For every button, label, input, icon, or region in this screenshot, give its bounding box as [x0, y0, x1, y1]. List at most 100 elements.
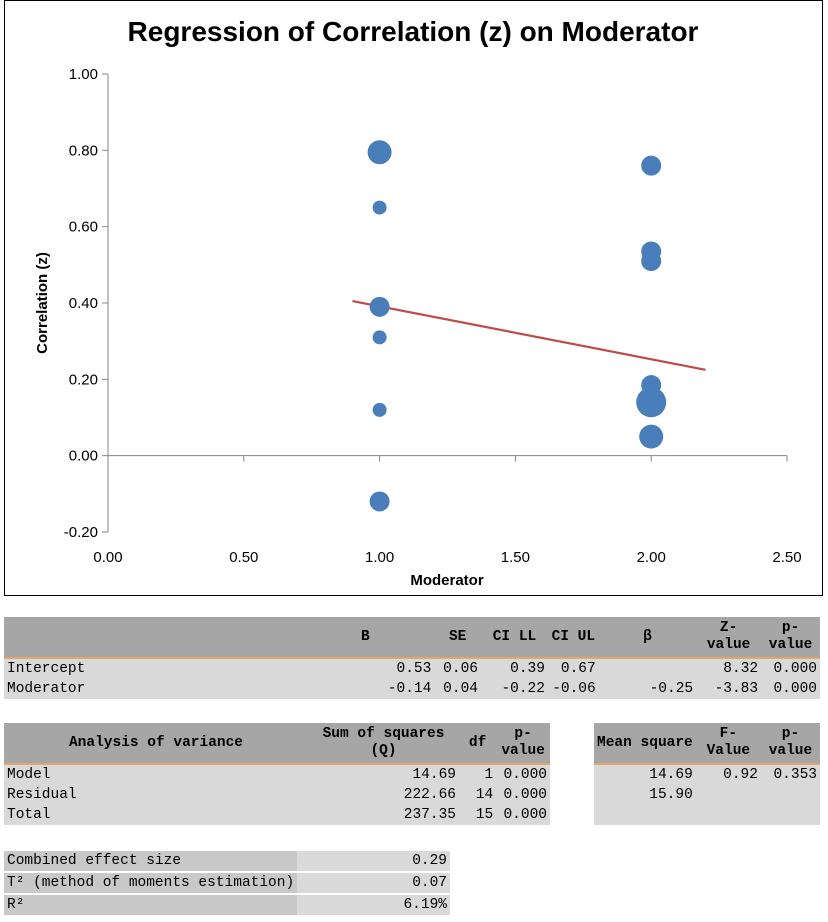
anova-f-header-row: Mean square F-Value p-value	[594, 723, 820, 764]
regression-table: B SE CI LL CI UL β Z-value p-value Inter…	[4, 617, 820, 699]
anova-f-cell	[695, 785, 761, 805]
regression-header-z-value: Z-value	[696, 617, 762, 658]
regression-cell: -0.22	[480, 679, 548, 699]
anova-header-df: df	[458, 723, 497, 764]
y-axis-label: Correlation (z)	[34, 252, 51, 354]
regression-row-label: Intercept	[4, 657, 297, 679]
table-row: Combined effect size 0.29	[4, 851, 450, 871]
anova-cell: 14	[458, 785, 497, 805]
y-tick-label: 0.80	[69, 142, 98, 159]
anova-f-cell: 14.69	[594, 763, 696, 785]
x-tick-label: 0.00	[93, 549, 122, 566]
regression-cell: -0.06	[547, 679, 599, 699]
anova-header-row: Analysis of variance Sum of squares (Q) …	[4, 723, 550, 764]
anova-f-header-ms: Mean square	[594, 723, 696, 764]
data-point	[372, 200, 387, 215]
anova-f-cell: 15.90	[594, 785, 696, 805]
regression-cell: -0.14	[296, 679, 435, 699]
anova-header-title: Analysis of variance	[4, 723, 309, 764]
anova-f-cell	[695, 805, 761, 825]
table-row: Total 237.35 15 0.000	[4, 805, 550, 825]
regression-header-ci-ul: CI UL	[547, 617, 599, 658]
regression-header-blank	[4, 617, 297, 658]
regression-header-p-value: p-value	[761, 617, 820, 658]
y-tick-label: 0.40	[69, 295, 98, 312]
y-tick-label: -0.20	[64, 524, 98, 541]
y-tick-label: 0.60	[69, 219, 98, 236]
data-point	[367, 140, 392, 165]
regression-cell: 0.000	[761, 657, 820, 679]
anova-f-cell	[760, 805, 820, 825]
data-point	[636, 387, 667, 418]
regression-cell: 0.06	[434, 657, 481, 679]
anova-f-table: Mean square F-Value p-value 14.69 0.92 0…	[594, 723, 820, 825]
x-tick-label: 1.50	[501, 549, 530, 566]
summary-value: 0.29	[297, 851, 450, 871]
table-row: T² (method of moments estimation) 0.07	[4, 873, 450, 893]
anova-header-ss: Sum of squares (Q)	[308, 723, 459, 764]
regression-cell: 0.67	[547, 657, 599, 679]
regression-cell: 8.32	[696, 657, 762, 679]
regression-header-b: B	[296, 617, 435, 658]
anova-row-label: Model	[4, 763, 309, 785]
table-row	[594, 805, 820, 825]
anova-cell: 0.000	[496, 763, 550, 785]
summary-label: R²	[4, 895, 298, 915]
summary-label: Combined effect size	[4, 851, 298, 871]
summary-value: 0.07	[297, 873, 450, 893]
regression-cell: -3.83	[696, 679, 762, 699]
y-tick-label: 0.20	[69, 371, 98, 388]
data-point	[639, 424, 664, 449]
regression-cell: 0.53	[296, 657, 435, 679]
data-point	[372, 402, 387, 417]
regression-header-row: B SE CI LL CI UL β Z-value p-value	[4, 617, 820, 658]
regression-cell: -0.25	[598, 679, 697, 699]
table-row: Moderator -0.14 0.04 -0.22 -0.06 -0.25 -…	[4, 679, 820, 699]
anova-header-p: p-value	[496, 723, 550, 764]
regression-row-label: Moderator	[4, 679, 297, 699]
anova-table: Analysis of variance Sum of squares (Q) …	[4, 723, 550, 825]
regression-header-beta: β	[598, 617, 697, 658]
anova-f-cell	[594, 805, 696, 825]
regression-cell: 0.000	[761, 679, 820, 699]
anova-cell: 0.000	[496, 805, 550, 825]
anova-f-cell: 0.353	[760, 763, 820, 785]
anova-row-label: Residual	[4, 785, 309, 805]
anova-cell: 1	[458, 763, 497, 785]
x-tick-label: 2.00	[637, 549, 666, 566]
table-row: Residual 222.66 14 0.000	[4, 785, 550, 805]
anova-cell: 14.69	[308, 763, 459, 785]
chart-title: Regression of Correlation (z) on Moderat…	[128, 16, 699, 47]
summary-label: T² (method of moments estimation)	[4, 873, 298, 893]
x-tick-label: 0.50	[229, 549, 258, 566]
scatter-chart: Regression of Correlation (z) on Moderat…	[34, 16, 802, 589]
regression-header-ci-ll: CI LL	[480, 617, 548, 658]
table-row: 14.69 0.92 0.353	[594, 763, 820, 785]
anova-f-header-f: F-Value	[695, 723, 761, 764]
table-row: Intercept 0.53 0.06 0.39 0.67 8.32 0.000	[4, 657, 820, 679]
summary-value: 6.19%	[297, 895, 450, 915]
anova-cell: 0.000	[496, 785, 550, 805]
anova-f-cell	[760, 785, 820, 805]
y-tick-label: 0.00	[69, 448, 98, 465]
data-point	[641, 155, 662, 176]
y-tick-label: 1.00	[69, 66, 98, 83]
anova-cell: 237.35	[308, 805, 459, 825]
anova-row-label: Total	[4, 805, 309, 825]
x-tick-label: 2.50	[772, 549, 801, 566]
table-row: 15.90	[594, 785, 820, 805]
data-point	[641, 251, 662, 272]
anova-cell: 15	[458, 805, 497, 825]
summary-table: Combined effect size 0.29 T² (method of …	[4, 849, 450, 917]
regression-cell: 0.39	[480, 657, 548, 679]
x-axis-label: Moderator	[410, 572, 484, 589]
anova-f-header-p: p-value	[760, 723, 820, 764]
table-row: R² 6.19%	[4, 895, 450, 915]
anova-cell: 222.66	[308, 785, 459, 805]
data-point	[372, 330, 387, 345]
table-row: Model 14.69 1 0.000	[4, 763, 550, 785]
anova-f-cell: 0.92	[695, 763, 761, 785]
chart-panel: Regression of Correlation (z) on Moderat…	[4, 0, 823, 596]
regression-header-se: SE	[434, 617, 481, 658]
regression-line	[352, 300, 706, 371]
